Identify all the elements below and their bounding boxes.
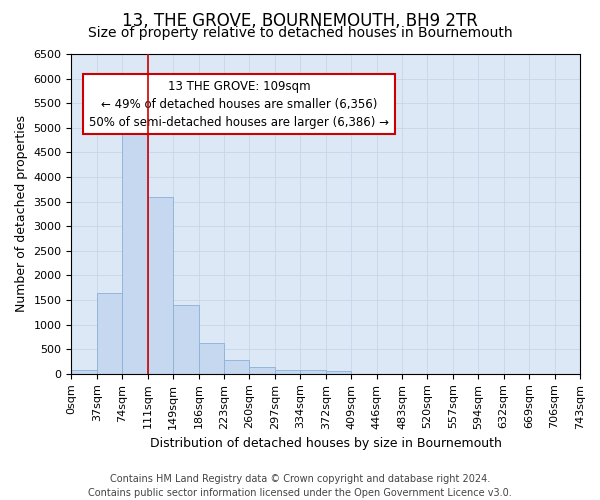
Text: 13 THE GROVE: 109sqm
← 49% of detached houses are smaller (6,356)
50% of semi-de: 13 THE GROVE: 109sqm ← 49% of detached h… bbox=[89, 80, 389, 128]
Bar bbox=[148, 196, 173, 374]
Y-axis label: Number of detached properties: Number of detached properties bbox=[15, 116, 28, 312]
X-axis label: Distribution of detached houses by size in Bournemouth: Distribution of detached houses by size … bbox=[150, 437, 502, 450]
Bar bbox=[300, 370, 326, 374]
Bar bbox=[224, 360, 250, 374]
Bar bbox=[199, 344, 224, 374]
Bar bbox=[275, 370, 300, 374]
Text: 13, THE GROVE, BOURNEMOUTH, BH9 2TR: 13, THE GROVE, BOURNEMOUTH, BH9 2TR bbox=[122, 12, 478, 30]
Bar bbox=[326, 371, 351, 374]
Text: Size of property relative to detached houses in Bournemouth: Size of property relative to detached ho… bbox=[88, 26, 512, 40]
Bar bbox=[250, 368, 275, 374]
Bar bbox=[71, 370, 97, 374]
Bar bbox=[173, 305, 199, 374]
Bar bbox=[97, 292, 122, 374]
Text: Contains HM Land Registry data © Crown copyright and database right 2024.
Contai: Contains HM Land Registry data © Crown c… bbox=[88, 474, 512, 498]
Bar bbox=[122, 126, 148, 374]
